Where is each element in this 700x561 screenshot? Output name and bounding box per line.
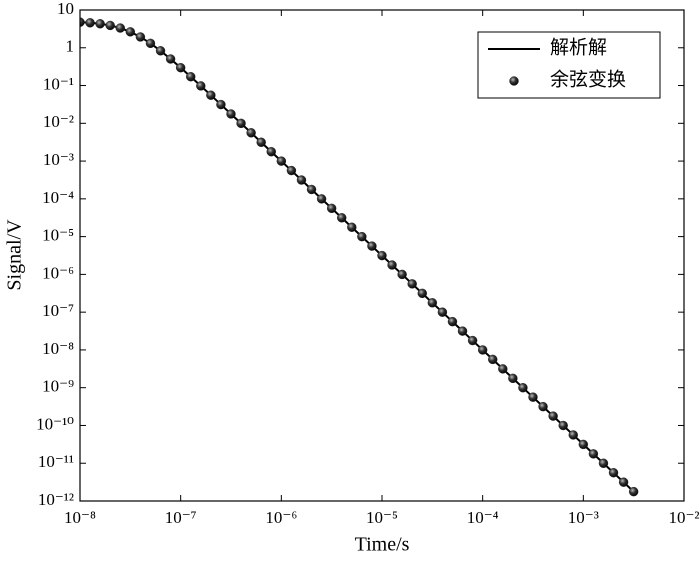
data-point: [286, 165, 297, 176]
data-point: [387, 260, 397, 270]
y-tick-label: 10⁻⁹: [42, 377, 74, 396]
data-point: [95, 19, 105, 29]
y-tick-label: 10: [57, 0, 74, 18]
data-point: [276, 156, 287, 166]
data-point: [196, 81, 206, 91]
legend-marker: [509, 76, 519, 86]
data-point: [628, 486, 639, 497]
legend-label: 余弦变换: [550, 68, 626, 90]
data-point: [498, 364, 508, 374]
data-point: [417, 288, 427, 299]
y-tick-label: 10⁻⁴: [42, 188, 74, 207]
data-point: [216, 99, 226, 110]
y-tick-label: 10⁻¹²: [38, 490, 74, 509]
data-point: [316, 194, 327, 204]
data-point: [206, 90, 216, 100]
y-tick-label: 1: [66, 37, 75, 56]
x-axis-title: Time/s: [355, 534, 410, 556]
data-point: [407, 279, 417, 289]
data-point: [85, 18, 95, 28]
data-point: [447, 316, 458, 327]
data-point: [397, 269, 407, 280]
data-point: [115, 23, 125, 33]
data-point: [488, 354, 498, 365]
data-point: [246, 128, 256, 138]
data-point: [145, 38, 156, 49]
data-point: [125, 27, 136, 37]
data-point: [135, 32, 146, 42]
data-point: [296, 175, 307, 185]
data-point: [165, 54, 176, 64]
y-axis-title: Signal/V: [4, 219, 26, 291]
data-point: [377, 250, 387, 261]
data-point: [528, 392, 538, 402]
legend-label: 解析解: [550, 36, 607, 58]
data-point: [608, 468, 619, 478]
data-point: [266, 147, 276, 157]
data-point: [175, 62, 186, 73]
data-point: [427, 298, 438, 308]
data-point: [326, 203, 337, 214]
data-point: [306, 184, 317, 195]
x-tick-label: 10⁻⁴: [467, 508, 499, 527]
plot-area: [80, 17, 639, 497]
y-tick-label: 10⁻⁸: [42, 339, 74, 358]
y-tick-label: 10⁻¹¹: [38, 452, 74, 471]
x-tick-label: 10⁻⁷: [165, 508, 197, 527]
y-tick-label: 10⁻⁷: [42, 301, 74, 320]
data-point: [558, 420, 568, 431]
data-point: [618, 477, 629, 487]
data-point: [598, 458, 609, 468]
plot-frame: [79, 9, 685, 502]
y-tick-label: 10⁻¹: [43, 74, 74, 93]
y-tick-label: 10⁻³: [43, 150, 74, 169]
x-tick-label: 10⁻²: [668, 508, 699, 527]
data-point: [186, 72, 196, 82]
x-tick-label: 10⁻⁶: [265, 508, 297, 527]
data-point: [155, 46, 166, 56]
data-point: [457, 326, 468, 336]
data-point: [467, 335, 478, 346]
data-point: [568, 430, 578, 440]
data-point: [477, 345, 488, 355]
y-tick-label: 10⁻⁵: [42, 226, 74, 245]
data-point: [538, 401, 548, 412]
data-point: [578, 439, 589, 450]
data-point: [548, 411, 558, 421]
data-point: [357, 231, 367, 242]
data-point: [236, 118, 246, 129]
x-tick-label: 10⁻⁸: [64, 508, 96, 527]
legend-box: [477, 31, 661, 99]
data-point: [437, 307, 448, 317]
data-point: [337, 213, 347, 223]
x-tick-label: 10⁻⁵: [366, 508, 398, 527]
data-point: [367, 241, 377, 251]
data-point: [80, 17, 85, 27]
data-point: [508, 373, 518, 384]
y-tick-label: 10⁻¹⁰: [36, 414, 74, 433]
y-tick-label: 10⁻⁶: [42, 263, 74, 282]
data-point: [347, 222, 357, 232]
data-point: [588, 449, 599, 459]
data-point: [256, 137, 266, 147]
data-point: [226, 109, 236, 119]
x-tick-label: 10⁻³: [568, 508, 599, 527]
data-point: [105, 20, 115, 31]
data-point: [518, 383, 528, 393]
y-tick-label: 10⁻²: [43, 112, 74, 131]
